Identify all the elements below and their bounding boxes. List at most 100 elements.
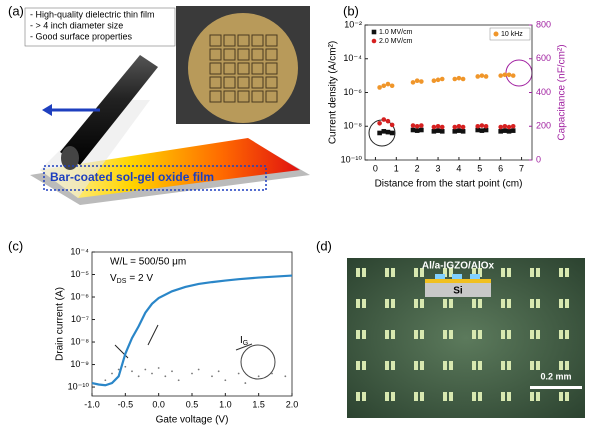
pad xyxy=(472,392,476,401)
pad xyxy=(391,361,395,370)
x-tick-label: 0.5 xyxy=(186,399,199,409)
point xyxy=(483,127,489,133)
point xyxy=(439,76,445,82)
chip xyxy=(237,76,250,89)
point xyxy=(381,117,387,122)
y2-tick-label: 600 xyxy=(536,53,551,63)
x-tick-label: 0.0 xyxy=(152,399,165,409)
x-tick-label: 2 xyxy=(415,163,420,173)
point xyxy=(104,379,107,382)
pad xyxy=(420,299,424,308)
annotation-part: = 2 V xyxy=(129,273,153,284)
annotation-part: G xyxy=(243,340,248,347)
y-tick-label: 10⁻⁵ xyxy=(71,269,90,279)
pad xyxy=(472,268,476,277)
y-axis-label: Drain current (A) xyxy=(55,287,66,361)
pad xyxy=(507,361,511,370)
point xyxy=(435,123,441,129)
chip xyxy=(223,48,236,61)
pad xyxy=(536,361,540,370)
point xyxy=(377,120,382,126)
point xyxy=(452,129,458,134)
y-tick-label: 10⁻⁸ xyxy=(70,336,89,346)
chip xyxy=(237,48,250,61)
pad xyxy=(501,268,505,277)
pad xyxy=(449,361,453,370)
point xyxy=(414,78,420,83)
point xyxy=(144,368,147,371)
pad xyxy=(559,330,563,339)
pad xyxy=(530,330,534,339)
oxide-layer xyxy=(425,279,491,283)
bullet: - > 4 inch diameter size xyxy=(30,20,123,30)
point xyxy=(371,29,377,35)
chip xyxy=(209,76,222,89)
wafer xyxy=(188,13,298,123)
pad xyxy=(565,392,569,401)
pad xyxy=(565,268,569,277)
chip xyxy=(237,34,250,47)
point xyxy=(506,72,512,78)
pad xyxy=(536,268,540,277)
point xyxy=(439,129,445,134)
x-axis-label: Distance from the start point (cm) xyxy=(375,179,523,190)
point xyxy=(137,375,140,378)
film-edge xyxy=(40,100,150,198)
pad xyxy=(420,268,424,277)
pad xyxy=(443,330,447,339)
pad xyxy=(478,392,482,401)
pad xyxy=(414,361,418,370)
point xyxy=(381,83,387,89)
panel-label: (b) xyxy=(343,3,359,18)
pad xyxy=(414,392,418,401)
point xyxy=(510,73,516,78)
plot-frame xyxy=(91,251,293,397)
point xyxy=(414,128,420,133)
point xyxy=(456,123,462,129)
point xyxy=(217,370,220,373)
point xyxy=(164,375,167,378)
point xyxy=(371,38,377,44)
chip xyxy=(265,62,278,75)
point xyxy=(389,122,395,128)
point xyxy=(410,80,416,85)
roller xyxy=(60,55,158,165)
point xyxy=(435,128,441,133)
y-axis-label: Current density (A/cm²) xyxy=(328,41,339,144)
x-tick-label: -0.5 xyxy=(118,399,134,409)
y-tick-label: 10⁻⁶ xyxy=(344,87,363,97)
point xyxy=(452,124,458,130)
legend-box xyxy=(489,27,531,41)
pad xyxy=(414,299,418,308)
point xyxy=(414,123,420,129)
y-tick-label: 10⁻⁸ xyxy=(343,121,362,131)
pad xyxy=(362,361,366,370)
pad xyxy=(391,392,395,401)
x-tick-label: 0 xyxy=(373,163,378,173)
point xyxy=(124,365,127,368)
chip xyxy=(251,62,264,75)
pad xyxy=(385,268,389,277)
chip xyxy=(209,48,222,61)
x-tick-label: 2.0 xyxy=(286,399,299,409)
film-label: Bar-coated sol-gel oxide film xyxy=(50,170,214,184)
pad xyxy=(356,330,360,339)
pad xyxy=(472,330,476,339)
pad xyxy=(501,392,505,401)
chip xyxy=(223,76,236,89)
x-tick-label: 4 xyxy=(456,163,461,173)
chip xyxy=(265,34,278,47)
pad xyxy=(362,392,366,401)
pad xyxy=(501,361,505,370)
pad xyxy=(559,361,563,370)
substrate-label: Si xyxy=(453,286,463,297)
x-tick-label: 7 xyxy=(519,163,524,173)
annotation-part: DS xyxy=(117,278,127,285)
x-tick-label: 6 xyxy=(498,163,503,173)
point xyxy=(502,128,508,133)
point xyxy=(257,375,260,378)
annotation-part: V xyxy=(110,273,117,284)
pad xyxy=(478,330,482,339)
panel-label: (c) xyxy=(8,238,23,253)
chip xyxy=(265,76,278,89)
